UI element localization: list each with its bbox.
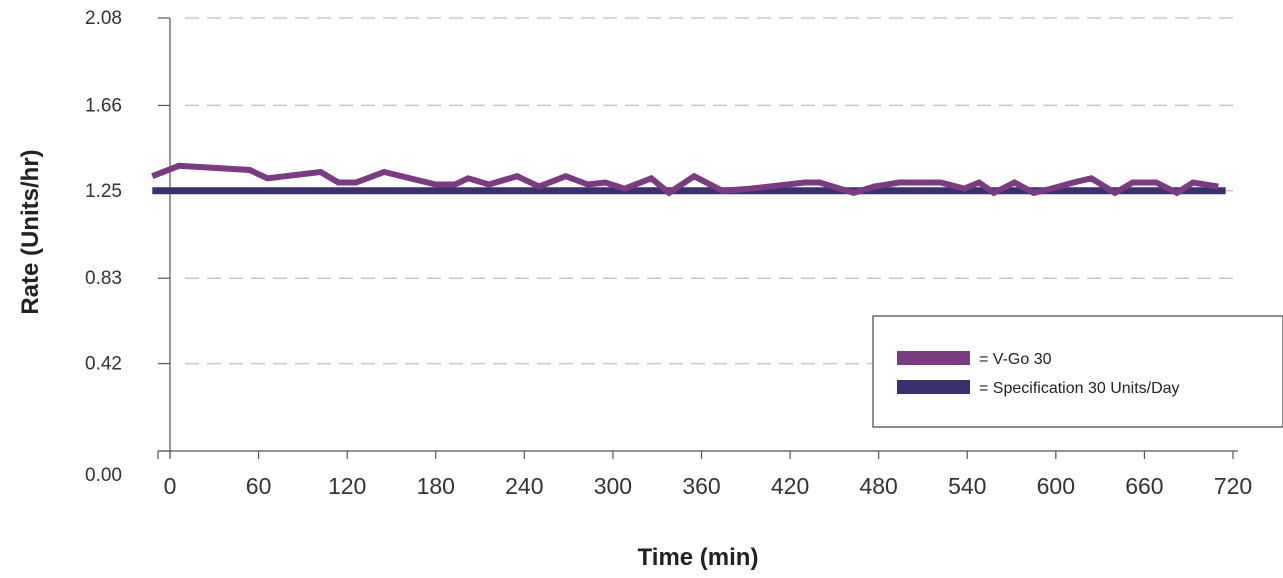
- series-layer: [151, 162, 1226, 197]
- x-axis-title: Time (min): [638, 544, 759, 571]
- y-tick-label: 0.00: [85, 465, 122, 486]
- y-axis: 0.00 0.42 0.83 1.25 1.66 2.08: [85, 8, 171, 486]
- y-tick-label: 0.42: [85, 354, 122, 375]
- x-tick-label: 0: [164, 473, 177, 499]
- y-tick-label: 2.08: [85, 8, 122, 29]
- x-tick-label: 660: [1125, 473, 1163, 499]
- x-tick-label: 420: [771, 473, 809, 499]
- y-tick-label: 0.83: [85, 268, 122, 289]
- x-axis: 0 60 120 180 240 300 360 420 480 540 600 660 720: [157, 450, 1252, 499]
- y-tick-label: 1.25: [85, 181, 122, 202]
- legend-label-vgo: = V-Go 30: [979, 351, 1052, 368]
- x-tick-label: 360: [682, 473, 720, 499]
- x-tick-label: 180: [417, 473, 455, 499]
- legend-swatch-vgo: [897, 351, 970, 365]
- legend-box: [872, 315, 1283, 428]
- x-tick-label: 720: [1214, 473, 1252, 499]
- y-tick-label: 1.66: [85, 95, 122, 116]
- legend: = V-Go 30 = Specification 30 Units/Day: [872, 315, 1283, 428]
- x-tick-label: 120: [328, 473, 366, 499]
- series-line-vgo: [151, 162, 1219, 197]
- x-tick-label: 600: [1037, 473, 1075, 499]
- legend-swatch-specification: [897, 380, 970, 394]
- legend-label-specification: = Specification 30 Units/Day: [979, 380, 1180, 397]
- x-tick-label: 540: [948, 473, 986, 499]
- x-tick-label: 240: [505, 473, 543, 499]
- x-tick-label: 480: [859, 473, 897, 499]
- x-tick-label: 60: [246, 473, 272, 499]
- x-tick-label: 300: [594, 473, 632, 499]
- y-axis-title: Rate (Units/hr): [17, 149, 44, 314]
